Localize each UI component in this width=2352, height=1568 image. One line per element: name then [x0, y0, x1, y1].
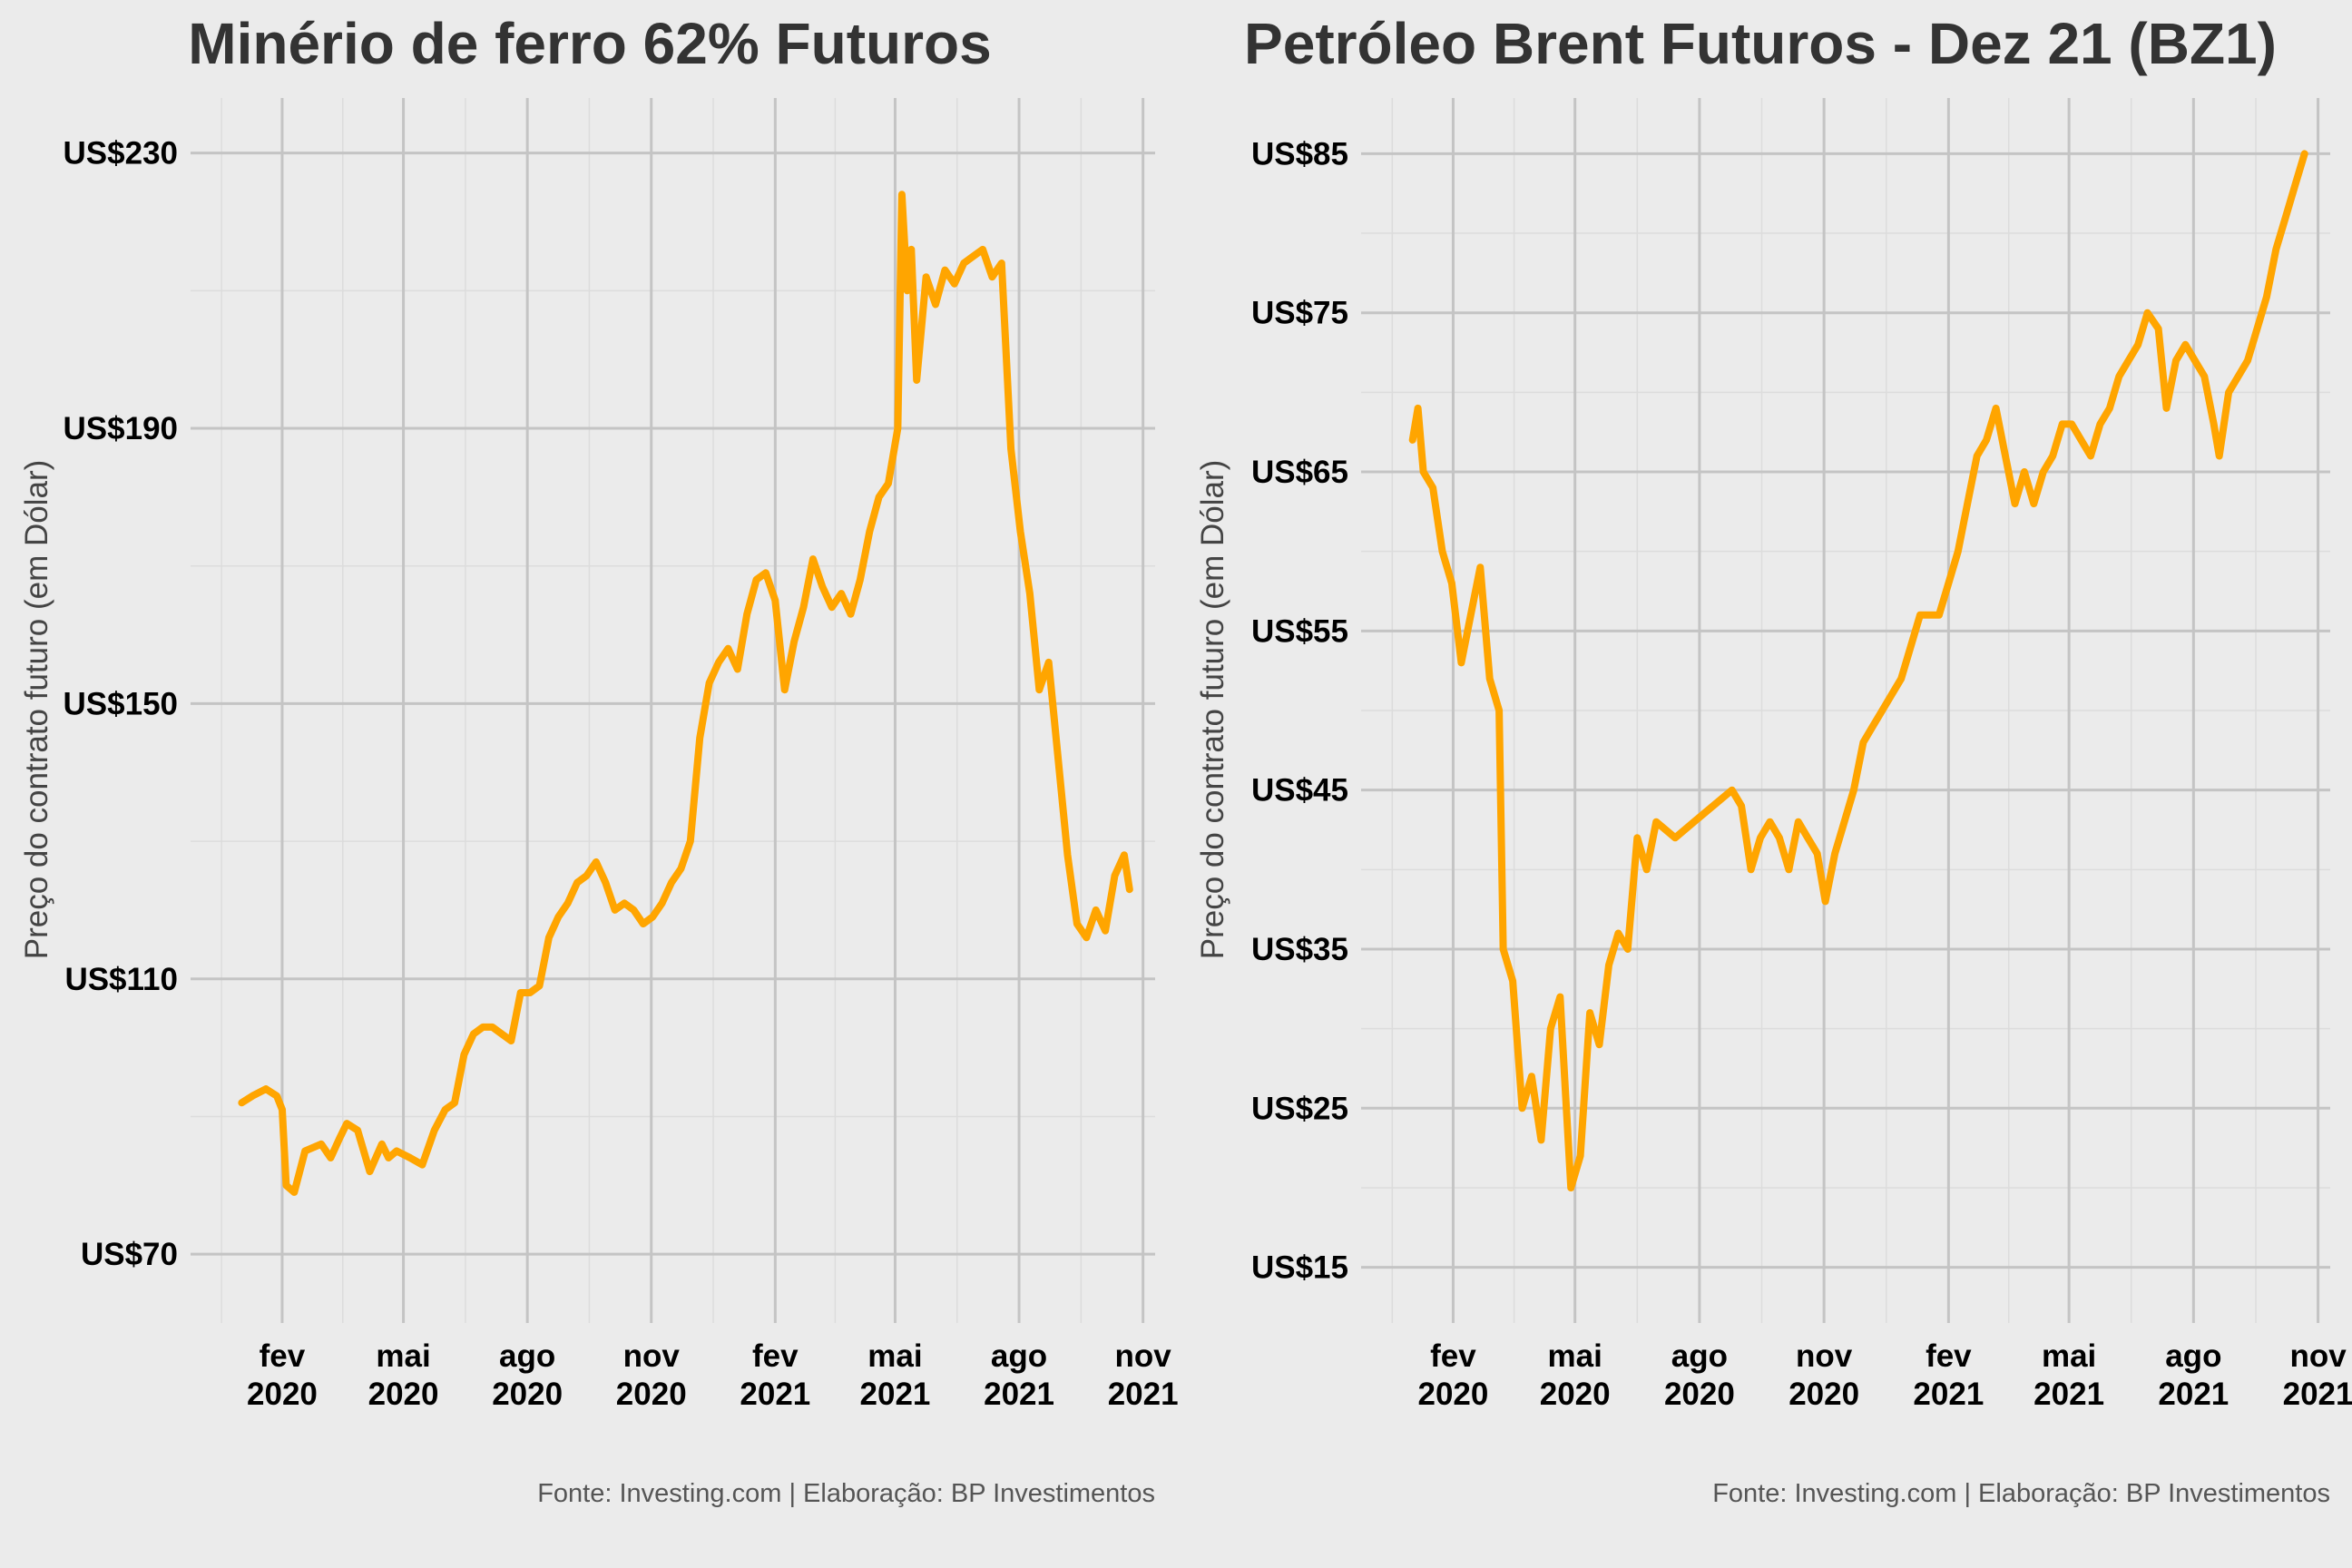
y-tick-label: US$70 — [81, 1237, 178, 1272]
x-tick-label-month: fev — [1926, 1338, 1972, 1374]
x-tick-label-month: fev — [752, 1338, 799, 1374]
x-tick-label-year: 2021 — [860, 1377, 931, 1412]
x-tick-label-month: mai — [867, 1338, 922, 1374]
price-series-line — [1408, 150, 2308, 1191]
y-axis-label: Preço do contrato futuro (em Dólar) — [1195, 460, 1230, 960]
x-tick-label-month: ago — [1671, 1338, 1728, 1374]
chart-caption: Fonte: Investing.com | Elaboração: BP In… — [1712, 1479, 2330, 1508]
y-tick-label: US$25 — [1251, 1091, 1348, 1126]
brent-panel: Petróleo Brent Futuros - Dez 21 (BZ1) Pr… — [1195, 11, 2352, 1508]
x-tick-label-month: fev — [1430, 1338, 1476, 1374]
x-tick-label-month: nov — [2289, 1338, 2347, 1374]
x-tick-label-year: 2020 — [1540, 1377, 1611, 1412]
chart-caption: Fonte: Investing.com | Elaboração: BP In… — [537, 1479, 1155, 1508]
x-tick-label-year: 2021 — [2034, 1377, 2104, 1412]
x-tick-label-year: 2020 — [1664, 1377, 1735, 1412]
x-tick-label-month: nov — [1796, 1338, 1853, 1374]
x-tick-label-year: 2020 — [368, 1377, 439, 1412]
y-tick-label: US$45 — [1251, 773, 1348, 808]
y-tick-label: US$110 — [64, 962, 178, 997]
y-axis-label: Preço do contrato futuro (em Dólar) — [19, 460, 54, 960]
x-tick-label-year: 2021 — [2158, 1377, 2229, 1412]
y-tick-label: US$35 — [1251, 932, 1348, 967]
chart-title: Minério de ferro 62% Futuros — [188, 11, 991, 76]
x-tick-label-year: 2021 — [740, 1377, 810, 1412]
x-tick-label-year: 2020 — [492, 1377, 563, 1412]
grid — [1361, 98, 2330, 1323]
x-tick-label-month: ago — [499, 1338, 555, 1374]
y-tick-label: US$190 — [64, 411, 178, 446]
y-tick-label: US$230 — [64, 136, 178, 172]
chart-title: Petróleo Brent Futuros - Dez 21 (BZ1) — [1244, 11, 2277, 76]
iron-ore-panel: Minério de ferro 62% Futuros Preço do co… — [19, 11, 1179, 1508]
x-tick-label-month: ago — [2165, 1338, 2221, 1374]
grid — [191, 98, 1155, 1323]
x-tick-label-month: nov — [623, 1338, 681, 1374]
y-tick-label: US$65 — [1251, 455, 1348, 490]
x-tick-label-month: mai — [2042, 1338, 2096, 1374]
x-tick-label-month: fev — [260, 1338, 306, 1374]
x-tick-label-month: ago — [991, 1338, 1047, 1374]
y-tick-label: US$55 — [1251, 613, 1348, 649]
x-tick-label-year: 2021 — [984, 1377, 1054, 1412]
x-tick-label-year: 2020 — [247, 1377, 318, 1412]
x-tick-label-year: 2020 — [1788, 1377, 1859, 1412]
x-tick-label-month: nov — [1115, 1338, 1172, 1374]
price-series-line — [238, 191, 1133, 1196]
y-tick-label: US$75 — [1251, 296, 1348, 331]
x-tick-label-year: 2021 — [2283, 1377, 2352, 1412]
x-tick-label-month: mai — [1548, 1338, 1602, 1374]
x-tick-label-year: 2020 — [1417, 1377, 1488, 1412]
x-tick-label-year: 2021 — [1108, 1377, 1179, 1412]
x-tick-label-year: 2020 — [616, 1377, 687, 1412]
y-tick-label: US$85 — [1251, 136, 1348, 172]
x-tick-label-year: 2021 — [1913, 1377, 1984, 1412]
y-tick-label: US$15 — [1251, 1250, 1348, 1286]
y-tick-label: US$150 — [64, 686, 178, 721]
x-tick-label-month: mai — [376, 1338, 430, 1374]
